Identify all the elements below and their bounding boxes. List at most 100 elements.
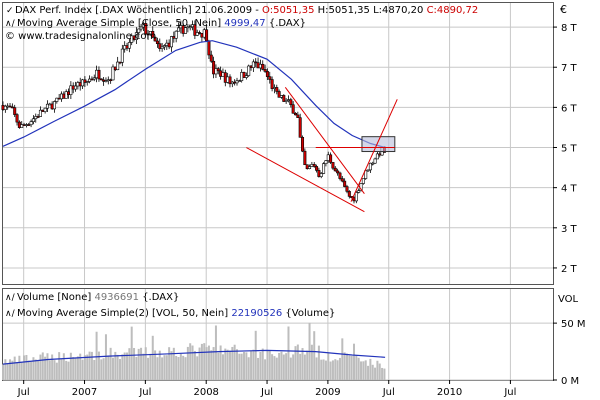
candle: [329, 154, 333, 163]
ma-legend-text: Moving Average Simple [Close, 50, Nein] …: [17, 18, 306, 29]
volume-bar: [306, 350, 309, 380]
volume-bar: [266, 350, 269, 380]
candle: [41, 109, 45, 112]
volume-bar: [154, 350, 157, 380]
volume-bar: [51, 354, 54, 380]
volume-legend: ∧∕ Volume [None] 4936691 {.DAX} ∧∕ Movin…: [5, 292, 335, 319]
volume-bar: [60, 359, 63, 380]
candle: [69, 85, 73, 95]
candle: [137, 28, 141, 33]
candle: [125, 45, 129, 49]
candle: [235, 80, 239, 84]
candle: [111, 66, 115, 81]
time-tick-label: Jul: [260, 387, 273, 398]
volume-bar: [104, 334, 107, 380]
volume-bar: [163, 355, 166, 380]
volume-bar: [189, 343, 192, 380]
volume-bar: [62, 353, 65, 380]
volume-bar: [210, 350, 213, 380]
candle: [92, 77, 96, 80]
candle: [3, 105, 7, 110]
candle: [153, 36, 157, 42]
volume-bar: [168, 347, 171, 380]
candle: [95, 69, 99, 79]
vol-ma-legend-icon: ∧∕: [5, 309, 16, 319]
candle: [34, 116, 38, 120]
price-panel-frame: [2, 2, 554, 285]
volume-bar: [119, 359, 122, 380]
candle: [195, 32, 199, 36]
volume-bar: [355, 355, 358, 380]
volume-bar: [322, 359, 325, 380]
volume-bar: [137, 348, 140, 380]
volume-bar: [271, 354, 274, 380]
volume-axis-title: VOL: [558, 294, 579, 305]
candle: [338, 172, 342, 179]
trendline-support: [246, 147, 365, 213]
candle: [237, 80, 241, 82]
volume-bar: [165, 355, 168, 380]
candle: [134, 32, 138, 40]
candle: [60, 93, 64, 100]
volume-bar: [310, 344, 313, 380]
volume-axis: 0 M 50 M: [553, 319, 586, 387]
candle: [8, 105, 12, 108]
volume-bar: [32, 357, 35, 380]
volume-bar: [109, 347, 112, 380]
candle: [240, 72, 244, 81]
volume-bar: [315, 357, 318, 380]
candle: [263, 69, 267, 72]
volume-bar: [250, 350, 253, 380]
volume-tick-label: 50 M: [561, 319, 586, 330]
time-axis: Jul 2007 Jul 2008 Jul 2009 Jul 2010 Jul: [17, 380, 516, 398]
candle: [22, 124, 26, 126]
candle: [275, 87, 279, 92]
volume-bar: [245, 352, 248, 380]
candle: [104, 80, 108, 82]
volume-bar: [55, 362, 58, 380]
moving-average-line: [2, 40, 386, 149]
candle: [305, 164, 309, 170]
candle: [120, 48, 124, 63]
volume-bar: [350, 355, 353, 380]
volume-bar: [147, 357, 150, 380]
volume-bar: [158, 350, 161, 380]
volume-bar: [289, 357, 292, 380]
volume-bar: [203, 343, 206, 380]
volume-bar: [116, 354, 119, 380]
candle: [67, 91, 71, 95]
volume-bar: [282, 354, 285, 380]
candle: [319, 173, 323, 177]
candle: [118, 61, 122, 64]
volume-bar: [264, 359, 267, 380]
candle: [308, 166, 312, 170]
volume-bar: [313, 331, 316, 380]
time-tick-label: 2008: [193, 387, 218, 398]
time-tick-label: Jul: [17, 387, 30, 398]
candle: [324, 160, 328, 164]
candle: [15, 114, 19, 123]
candle: [223, 72, 227, 83]
volume-bar: [231, 346, 234, 380]
candle: [209, 54, 213, 62]
volume-bar: [133, 347, 136, 380]
candle: [102, 79, 106, 82]
candle: [81, 79, 85, 87]
trendlines: [246, 87, 398, 213]
volume-bar: [69, 352, 72, 380]
candle: [373, 158, 377, 164]
time-tick-label: Jul: [138, 387, 151, 398]
candle: [366, 169, 370, 172]
copyright-text: © www.tradesignalonline.com: [5, 31, 156, 42]
candle: [45, 103, 49, 109]
volume-bar: [11, 360, 14, 380]
candle: [277, 91, 281, 98]
volume-bar: [336, 360, 339, 380]
volume-bar: [18, 355, 21, 380]
volume-bar: [353, 343, 356, 380]
volume-bar: [226, 349, 229, 380]
candle: [139, 26, 143, 30]
volume-bar: [259, 352, 262, 380]
volume-bar: [205, 347, 208, 380]
volume-bar: [140, 347, 143, 380]
